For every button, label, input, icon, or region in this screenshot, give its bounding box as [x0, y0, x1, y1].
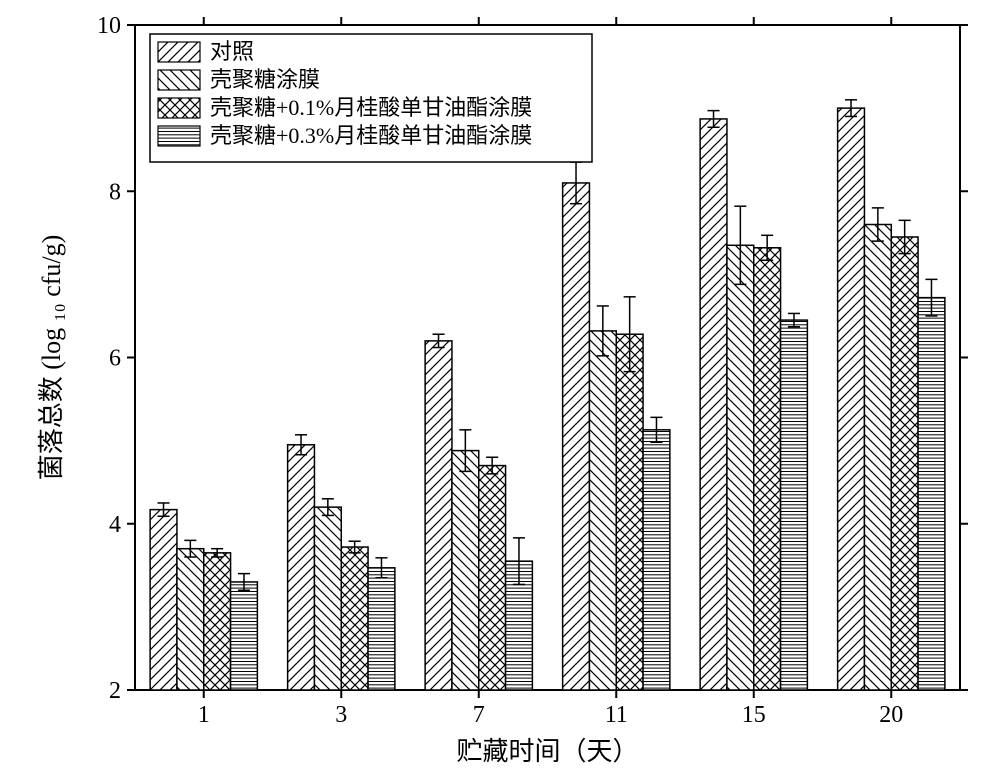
bar: [616, 334, 643, 690]
chart-container: 2 4 6 8 10 1 3 7 11 15 20 贮藏时间（天） 菌落总数 (log ₁₀ cfu/g…: [0, 0, 1000, 778]
y-tick-label: 2: [109, 678, 121, 704]
bar: [479, 466, 506, 690]
legend-label: 壳聚糖+0.3%月桂酸单甘油酯涂膜: [210, 123, 532, 148]
y-tick-label: 6: [109, 346, 121, 372]
bar: [288, 445, 315, 690]
bar: [231, 582, 258, 690]
legend-label: 壳聚糖涂膜: [210, 67, 320, 92]
legend-swatch: [158, 126, 200, 146]
x-tick-label: 1: [198, 702, 210, 728]
bar: [452, 451, 479, 690]
bar: [314, 507, 341, 690]
bar: [891, 237, 918, 690]
legend-label: 对照: [210, 39, 254, 64]
x-axis-label: 贮藏时间（天）: [456, 737, 638, 766]
y-axis-label: 菌落总数 (log ₁₀ cfu/g): [37, 235, 66, 481]
y-tick-label: 10: [97, 13, 121, 39]
bar: [918, 298, 945, 690]
x-tick-label: 7: [473, 702, 485, 728]
bar-chart: 2 4 6 8 10 1 3 7 11 15 20 贮藏时间（天） 菌落总数 (log ₁₀ cfu/g…: [0, 0, 1000, 778]
legend-swatch: [158, 42, 200, 62]
bar: [589, 331, 616, 690]
bar: [864, 225, 891, 691]
bar: [177, 549, 204, 690]
legend-swatch: [158, 70, 200, 90]
x-tick-label: 11: [605, 702, 628, 728]
y-tick-label: 4: [109, 512, 121, 538]
bar: [425, 341, 452, 690]
legend-label: 壳聚糖+0.1%月桂酸单甘油酯涂膜: [210, 95, 532, 120]
bar: [781, 320, 808, 690]
bar: [643, 430, 670, 690]
bar: [838, 108, 865, 690]
bar: [754, 248, 781, 690]
bar: [150, 510, 177, 690]
bar: [204, 553, 231, 690]
x-tick-label: 15: [742, 702, 766, 728]
bar: [700, 119, 727, 690]
y-tick-label: 8: [109, 179, 121, 205]
bar: [727, 245, 754, 690]
bar: [563, 183, 590, 690]
x-tick-label: 20: [879, 702, 903, 728]
legend-swatch: [158, 98, 200, 118]
x-tick-label: 3: [335, 702, 347, 728]
bar: [368, 568, 395, 690]
bar: [341, 547, 368, 690]
